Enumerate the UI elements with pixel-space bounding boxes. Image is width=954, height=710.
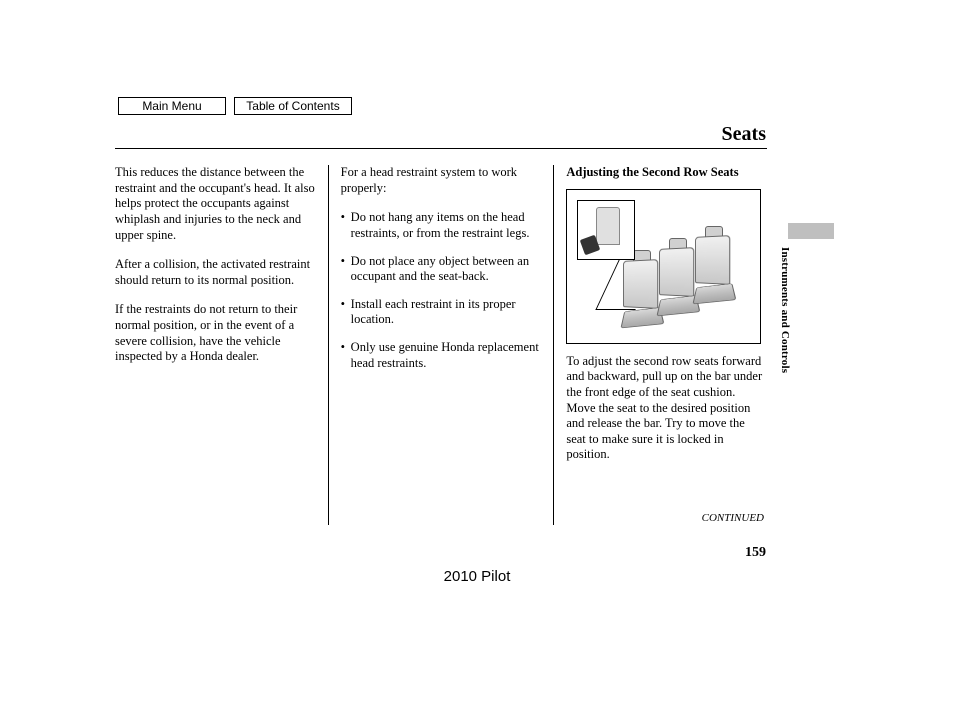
seat-unit <box>658 238 698 318</box>
column-2: For a head restraint system to work prop… <box>335 165 548 525</box>
col2-list: Do not hang any items on the head restra… <box>341 210 542 371</box>
col2-item: Do not place any object between an occup… <box>341 254 542 285</box>
seat-unit <box>694 226 734 306</box>
col3-body: To adjust the second row seats forward a… <box>566 354 767 463</box>
main-menu-button[interactable]: Main Menu <box>118 97 226 115</box>
callout-box <box>577 200 635 260</box>
column-1: This reduces the distance between the re… <box>115 165 322 525</box>
model-year-footer: 2010 Pilot <box>0 568 954 585</box>
col3-heading: Adjusting the Second Row Seats <box>566 165 767 181</box>
continued-label: CONTINUED <box>702 512 764 524</box>
section-side-label: Instruments and Controls <box>779 247 791 373</box>
col2-item: Do not hang any items on the head restra… <box>341 210 542 241</box>
page-number: 159 <box>745 545 766 561</box>
toc-button[interactable]: Table of Contents <box>234 97 352 115</box>
column-divider-1 <box>328 165 329 525</box>
section-tab <box>788 223 834 239</box>
col1-para3: If the restraints do not return to their… <box>115 302 316 365</box>
col2-item: Install each restraint in its proper loc… <box>341 297 542 328</box>
content-columns: This reduces the distance between the re… <box>115 165 767 525</box>
col1-para1: This reduces the distance between the re… <box>115 165 316 243</box>
column-divider-2 <box>553 165 554 525</box>
col2-intro: For a head restraint system to work prop… <box>341 165 542 196</box>
column-3: Adjusting the Second Row Seats To adjust… <box>560 165 767 525</box>
page-title: Seats <box>722 123 766 146</box>
seat-illustration <box>566 189 761 344</box>
col2-item: Only use genuine Honda replacement head … <box>341 340 542 371</box>
title-rule <box>115 148 767 149</box>
callout-seat-icon <box>596 207 620 245</box>
nav-button-row: Main Menu Table of Contents <box>118 97 352 115</box>
col1-para2: After a collision, the activated restrai… <box>115 257 316 288</box>
